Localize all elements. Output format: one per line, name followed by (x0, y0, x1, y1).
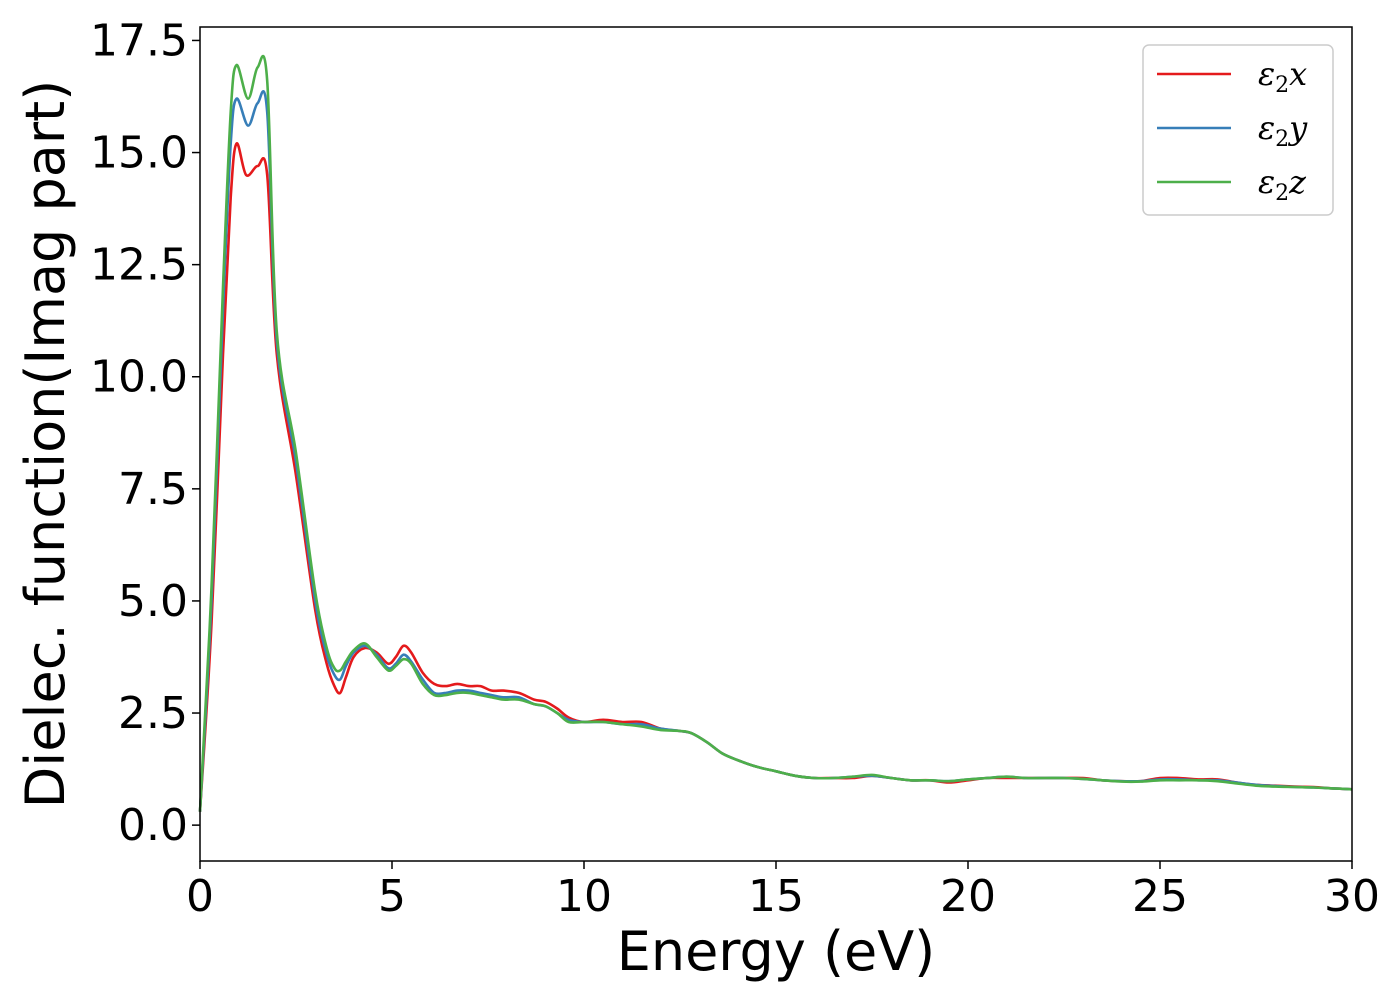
series-line-x (198, 142, 1353, 812)
y-tick-label: 12.5 (90, 240, 188, 291)
legend: ε2x ε2y ε2z (1142, 44, 1334, 216)
y-tick-label: 10.0 (90, 352, 188, 403)
legend-label-z: ε2z (1258, 163, 1307, 206)
x-tick-label: 30 (1324, 871, 1380, 922)
x-tick-label: 10 (556, 871, 612, 922)
x-axis-ticks: 0 5 10 15 20 25 30 (186, 861, 1380, 922)
x-tick-label: 15 (748, 871, 804, 922)
x-tick-label: 0 (186, 871, 214, 922)
y-tick-label: 2.5 (118, 688, 188, 739)
legend-box (1142, 44, 1334, 216)
y-tick-label: 7.5 (118, 464, 188, 515)
y-tick-label: 0.0 (118, 800, 188, 851)
legend-label-x: ε2x (1258, 55, 1307, 98)
x-tick-label: 20 (940, 871, 996, 922)
y-tick-label: 17.5 (90, 15, 188, 66)
series-line-z (198, 54, 1353, 812)
x-axis-label: Energy (eV) (617, 920, 936, 983)
y-axis-label: Dielec. function(Imag part) (14, 80, 77, 809)
y-tick-label: 5.0 (118, 576, 188, 627)
legend-label-y: ε2y (1258, 109, 1308, 152)
y-axis-ticks: 0.0 2.5 5.0 7.5 10.0 12.5 15.0 17.5 (90, 15, 200, 851)
y-tick-label: 15.0 (90, 128, 188, 179)
series-layer (198, 54, 1353, 812)
x-tick-label: 5 (378, 871, 406, 922)
x-tick-label: 25 (1132, 871, 1188, 922)
